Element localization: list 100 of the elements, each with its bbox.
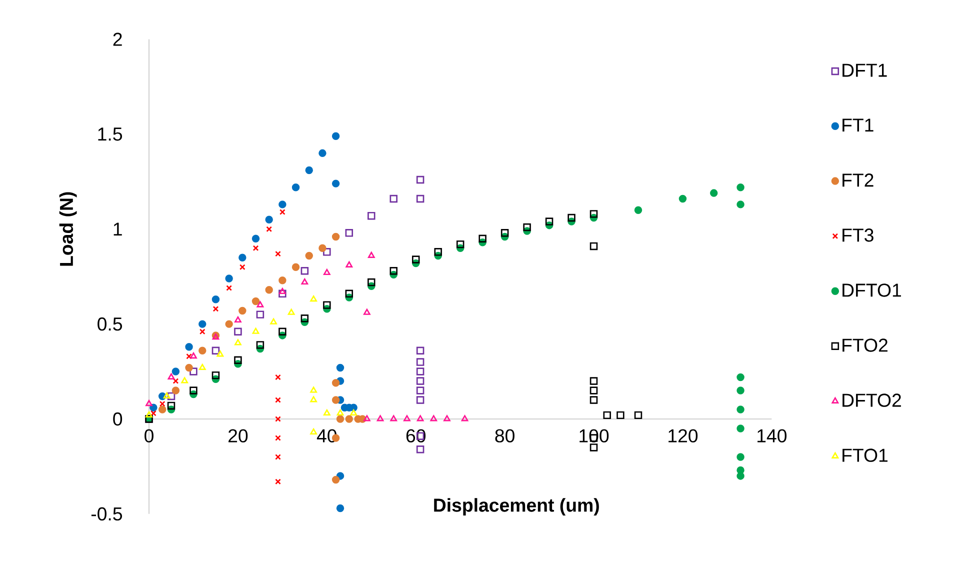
point [186, 353, 192, 360]
point [226, 285, 232, 291]
point [336, 409, 344, 416]
point [292, 263, 300, 271]
point [332, 132, 340, 140]
point [212, 346, 220, 355]
point [172, 378, 179, 384]
point [736, 406, 744, 414]
point [416, 368, 424, 376]
point [346, 261, 353, 268]
point [710, 189, 718, 197]
point [266, 226, 272, 232]
y-tick-label: 1 [114, 222, 122, 236]
y-tick-label: 1.5 [98, 128, 122, 141]
point [212, 371, 220, 380]
point [318, 149, 326, 158]
point [736, 386, 744, 394]
point [590, 444, 598, 452]
point [199, 328, 206, 335]
point [146, 400, 152, 406]
point [239, 264, 246, 270]
y-tick-label: 0 [113, 412, 122, 426]
point [590, 396, 598, 404]
x-axis-title: Displacement (um) [434, 498, 599, 516]
point [292, 183, 300, 192]
point [310, 386, 318, 393]
point [275, 416, 281, 422]
point [416, 415, 424, 422]
point [416, 176, 424, 184]
point [590, 386, 598, 394]
point [500, 229, 509, 237]
point [336, 364, 344, 372]
point [310, 428, 318, 435]
point [300, 314, 309, 322]
point [146, 411, 152, 418]
point [616, 411, 624, 420]
point [270, 318, 277, 324]
point [416, 358, 424, 366]
point [275, 454, 281, 460]
point [434, 248, 442, 256]
point [590, 377, 598, 385]
point [634, 411, 642, 420]
point [336, 504, 344, 512]
point [198, 346, 206, 355]
point [318, 244, 326, 252]
point [416, 194, 424, 203]
point [252, 245, 259, 252]
point [225, 320, 233, 328]
point [150, 404, 158, 412]
point [234, 356, 242, 364]
point [478, 234, 486, 242]
x-tick-label: 0 [144, 429, 154, 442]
point [158, 406, 166, 414]
point [416, 445, 424, 454]
point [301, 278, 308, 285]
legend-label: FTO1 [842, 448, 888, 462]
point [198, 320, 206, 328]
point [280, 209, 286, 215]
point [185, 364, 193, 372]
point [163, 392, 170, 398]
point [416, 377, 424, 385]
point [323, 268, 330, 276]
point [368, 252, 375, 258]
point [390, 415, 398, 422]
x-tick-label: 80 [495, 429, 514, 442]
point [736, 200, 744, 208]
point [590, 210, 598, 218]
y-tick-label: -0.5 [91, 507, 122, 521]
point [390, 267, 398, 275]
point [216, 350, 224, 357]
point [275, 397, 281, 403]
legend-label: DFTO1 [842, 284, 901, 297]
point [345, 229, 354, 237]
point [736, 373, 744, 382]
x-tick-label: 120 [668, 429, 698, 442]
point [332, 476, 340, 484]
point [256, 310, 264, 318]
point [523, 223, 531, 232]
point [238, 254, 246, 262]
point [736, 472, 744, 480]
point [167, 392, 176, 400]
point [332, 232, 340, 241]
point [590, 242, 598, 250]
point [159, 400, 166, 407]
point [150, 410, 156, 416]
point [278, 276, 286, 284]
point [275, 374, 281, 380]
point [275, 478, 281, 485]
point [323, 409, 330, 416]
point [545, 218, 554, 226]
point [168, 373, 175, 380]
point [252, 328, 260, 334]
point [167, 402, 176, 410]
point [278, 328, 286, 336]
point [603, 411, 611, 420]
point [300, 267, 309, 275]
point [265, 286, 273, 294]
point [412, 256, 420, 264]
point [310, 396, 318, 402]
point [190, 386, 198, 394]
